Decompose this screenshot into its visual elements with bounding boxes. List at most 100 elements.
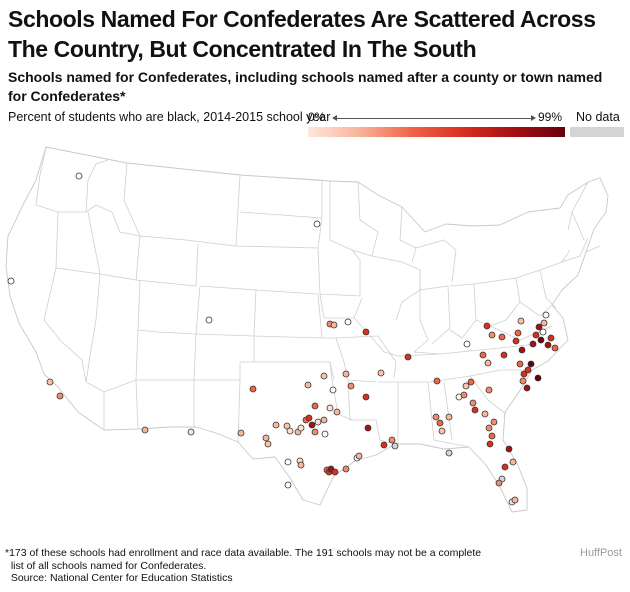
school-dot <box>311 402 319 410</box>
legend-color-scale <box>308 127 565 137</box>
school-dot <box>524 366 532 374</box>
school-dot <box>313 220 321 228</box>
school-dot <box>481 410 489 418</box>
legend-min-label: 0% <box>308 110 326 124</box>
legend-no-data-label: No data <box>576 110 620 124</box>
school-dot <box>311 428 319 436</box>
school-dot <box>463 340 471 348</box>
school-dot <box>364 424 372 432</box>
school-dot <box>483 322 491 330</box>
school-dot <box>347 382 355 390</box>
school-dot <box>46 378 54 386</box>
school-dot <box>320 416 328 424</box>
school-dot <box>445 413 453 421</box>
footnote-line-2: list of all schools named for Confederat… <box>5 559 207 572</box>
school-dot <box>485 424 493 432</box>
school-dots <box>7 172 559 506</box>
school-dot <box>469 399 477 407</box>
map-title: Schools Named For Confederates Are Scatt… <box>8 6 596 62</box>
school-dot <box>314 418 322 426</box>
school-dot <box>388 436 396 444</box>
school-dot <box>505 445 513 453</box>
school-dot <box>518 346 526 354</box>
school-dot <box>333 408 341 416</box>
school-dot <box>362 393 370 401</box>
school-dot <box>535 323 543 331</box>
school-dot <box>355 452 363 460</box>
school-dot <box>517 317 525 325</box>
credit-label: HuffPost <box>580 547 622 559</box>
school-dot <box>308 421 316 429</box>
school-dot <box>501 463 509 471</box>
school-dot <box>551 344 559 352</box>
school-dot <box>488 432 496 440</box>
school-dot <box>479 351 487 359</box>
school-dot <box>520 370 528 378</box>
school-dot <box>467 378 475 386</box>
school-dot <box>529 340 537 348</box>
school-dot <box>304 381 312 389</box>
school-dot <box>342 465 350 473</box>
school-dot <box>495 479 503 487</box>
legend-max-label: 99% <box>538 110 563 124</box>
school-dot <box>56 392 64 400</box>
legend-double-arrow-icon <box>332 115 536 121</box>
school-dot <box>305 414 313 422</box>
school-dot <box>537 336 545 344</box>
school-dot <box>485 386 493 394</box>
school-dot <box>272 421 280 429</box>
school-dot <box>462 382 470 390</box>
school-dot <box>509 458 517 466</box>
school-dot <box>516 360 524 368</box>
school-dot <box>445 449 453 457</box>
school-dot <box>342 370 350 378</box>
school-dot <box>490 418 498 426</box>
school-dot <box>527 360 535 368</box>
school-dot <box>362 328 370 336</box>
school-dot <box>544 341 552 349</box>
school-dot <box>262 434 270 442</box>
school-dot <box>512 337 520 345</box>
school-dot <box>297 424 305 432</box>
legend-label: Percent of students who are black, 2014-… <box>8 110 331 124</box>
school-dot <box>514 329 522 337</box>
school-dot <box>460 391 468 399</box>
school-dot <box>471 406 479 414</box>
school-dot <box>329 386 337 394</box>
us-outline <box>5 146 609 513</box>
school-dot <box>249 385 257 393</box>
legend-no-data-swatch <box>570 127 624 137</box>
school-dot <box>532 331 540 339</box>
school-dot <box>433 377 441 385</box>
school-dot <box>547 334 555 342</box>
school-dot <box>141 426 149 434</box>
school-dot <box>237 429 245 437</box>
school-dot <box>377 369 385 377</box>
school-dot <box>187 428 195 436</box>
school-dot <box>286 427 294 435</box>
school-dot <box>326 404 334 412</box>
school-dot <box>320 372 328 380</box>
footnote: *173 of these schools had enrollment and… <box>5 547 481 585</box>
school-dot <box>404 353 412 361</box>
school-dot <box>330 321 338 329</box>
school-dot <box>438 427 446 435</box>
state-borders <box>5 146 609 513</box>
school-dot <box>486 440 494 448</box>
map-subtitle: Schools named for Confederates, includin… <box>8 69 603 104</box>
school-dot <box>519 377 527 385</box>
school-dot <box>523 384 531 392</box>
school-dot <box>331 468 339 476</box>
school-dot <box>284 481 292 489</box>
school-dot <box>284 458 292 466</box>
school-dot <box>264 440 272 448</box>
school-dot <box>7 277 15 285</box>
school-dot <box>534 374 542 382</box>
school-dot <box>344 318 352 326</box>
school-dot <box>380 441 388 449</box>
school-dot <box>539 328 547 336</box>
school-dot <box>511 496 519 504</box>
us-map <box>5 146 609 513</box>
school-dot <box>542 311 550 319</box>
school-dot <box>540 319 548 327</box>
